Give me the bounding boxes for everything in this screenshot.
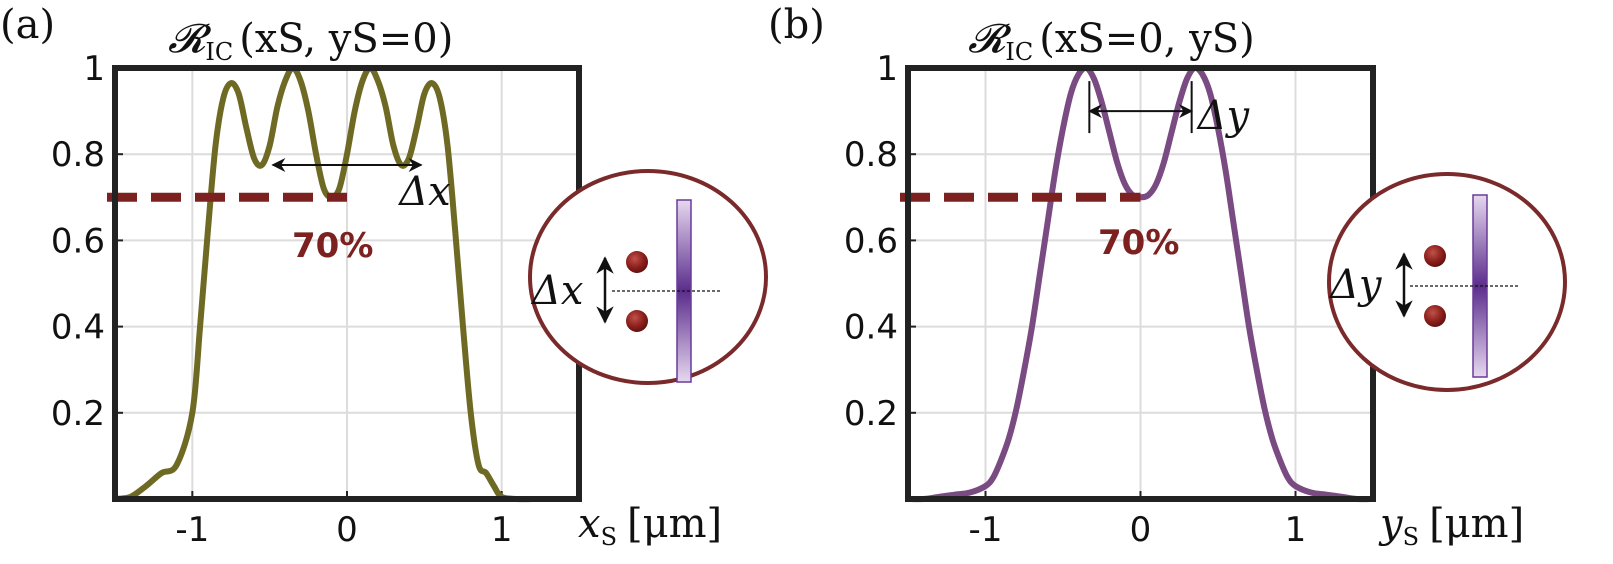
panel-b-title-args: (xS=0, yS) [1039, 16, 1255, 62]
inset-a-bead-bottom [626, 310, 648, 332]
inset-b-label: Δy [1328, 262, 1383, 308]
panel-b-overlay: 70% Δy [900, 81, 1251, 263]
y-tick-label: 0.2 [844, 394, 898, 434]
inset-a-label: Δx [530, 268, 583, 314]
panel-b: (b) 𝓡IC (xS=0, yS) -1 0 1 0.2 0.4 0.6 0.8 1 70% Δ… [768, 2, 1524, 551]
panel-b-title-sub: IC [1005, 38, 1033, 66]
panel-b-xlabel-unit: [μm] [1429, 501, 1524, 547]
panel-a-grid [115, 67, 579, 499]
panel-b-xlabel: yS [μm] [1378, 501, 1524, 551]
panel-a-xlabel: xS [μm] [578, 501, 722, 551]
separation-label: Δx [397, 169, 450, 215]
y-tick-label: 0.6 [844, 221, 898, 261]
y-tick-label: 0.4 [844, 308, 898, 348]
inset-a-bead-top [626, 251, 648, 273]
inset-b-ring [1327, 172, 1567, 392]
panel-a-xlabel-unit: [μm] [627, 501, 722, 547]
y-tick-label: 0.2 [51, 394, 105, 434]
y-tick-label: 0.8 [51, 135, 105, 175]
y-tick-label: 1 [876, 49, 898, 89]
y-tick-label: 1 [83, 49, 105, 89]
x-tick-label: 0 [1130, 510, 1152, 550]
panel-b-label: (b) [768, 2, 825, 48]
panel-b-title-main: 𝓡 [968, 16, 1012, 62]
inset-b: Δy [1327, 172, 1567, 392]
x-tick-label: 1 [1285, 510, 1307, 550]
panel-a-series [112, 65, 582, 503]
panel-a-title-args: (xS, yS=0) [239, 16, 453, 62]
inset-a: Δx [528, 169, 768, 385]
y-tick-label: 0.4 [51, 308, 105, 348]
inset-b-bead-bottom [1424, 305, 1446, 327]
y-tick-label: 0.6 [51, 221, 105, 261]
x-tick-label: -1 [969, 510, 1003, 550]
panel-a-ticks: -1 0 1 0.2 0.4 0.6 0.8 1 [51, 49, 513, 550]
x-tick-label: -1 [175, 510, 209, 550]
x-tick-label: 0 [336, 510, 358, 550]
series-line [112, 65, 582, 503]
panel-a: (a) 𝓡IC (xS, yS=0) -1 0 1 0.2 0.4 0.6 0.8 1 70% Δ… [0, 2, 722, 551]
panel-a-title: 𝓡IC (xS, yS=0) [168, 16, 453, 66]
inset-a-ring [528, 169, 768, 385]
panel-b-xlabel-main: y [1378, 501, 1404, 547]
threshold-label: 70% [1098, 223, 1179, 263]
panel-a-title-sub: IC [205, 38, 233, 66]
separation-label: Δy [1196, 93, 1251, 139]
panel-b-ticks: -1 0 1 0.2 0.4 0.6 0.8 1 [844, 49, 1306, 550]
panel-b-title: 𝓡IC (xS=0, yS) [968, 16, 1255, 66]
panel-b-grid [908, 67, 1373, 499]
panel-a-label: (a) [0, 2, 55, 48]
y-tick-label: 0.8 [844, 135, 898, 175]
panel-a-xlabel-main: x [578, 501, 601, 547]
panel-a-title-main: 𝓡 [168, 16, 212, 62]
inset-b-bead-top [1424, 245, 1446, 267]
panel-a-xlabel-sub: S [601, 523, 617, 551]
threshold-label: 70% [292, 226, 373, 266]
x-tick-label: 1 [491, 510, 513, 550]
panel-a-overlay: 70% Δx [107, 157, 451, 266]
panel-b-xlabel-sub: S [1403, 523, 1419, 551]
